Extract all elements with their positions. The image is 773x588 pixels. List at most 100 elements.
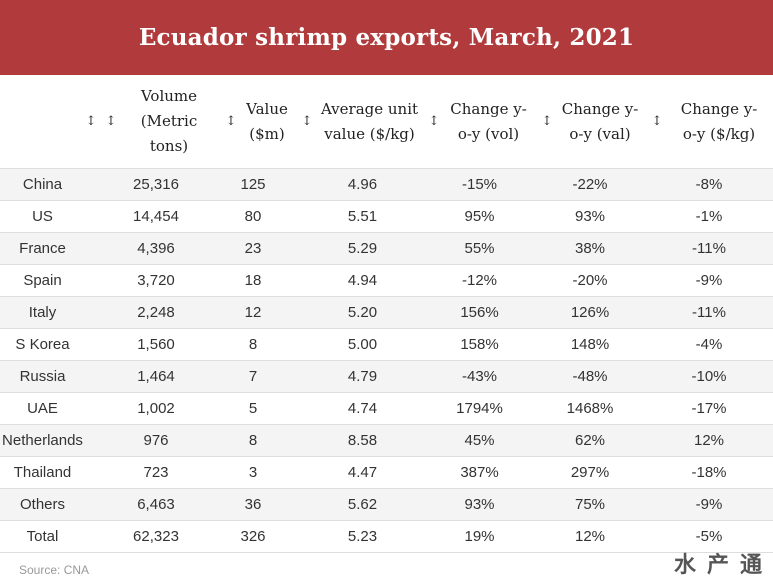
column-header-label: Change y-o-y (vol) (450, 99, 527, 143)
table-row: US 14,454 80 5.51 95% 93% -1% (0, 200, 773, 233)
table-row: UAE 1,002 5 4.74 1794% 1468% -17% (0, 392, 773, 425)
column-header-chg_vol[interactable]: ↕ Change y-o-y (vol) (424, 75, 535, 169)
column-header-label: Average unit value ($/kg) (320, 99, 419, 143)
cell-country: Italy (0, 296, 99, 329)
sort-updown-icon[interactable]: ↕ (428, 114, 440, 129)
cell-unit: 4.96 (295, 168, 424, 201)
cell-unit: 5.00 (295, 328, 424, 361)
cell-country: China (0, 168, 99, 201)
column-header-country[interactable]: ↕ (0, 75, 99, 169)
cell-volume: 3,720 (99, 264, 219, 297)
column-header-value[interactable]: ↕ Value ($m) (219, 75, 295, 169)
cell-volume: 6,463 (99, 488, 219, 521)
shrimp-exports-table: ↕ ↕ Volume (Metric tons) ↕ Value ($m) ↕ Average u… (0, 75, 773, 553)
cell-volume: 1,002 (99, 392, 219, 425)
cell-value: 7 (219, 360, 295, 393)
cell-country: Total (0, 520, 99, 553)
table-row: Italy 2,248 12 5.20 156% 126% -11% (0, 296, 773, 329)
column-header-label: Change y-o-y ($/kg) (680, 99, 758, 143)
cell-chg_kg: -1% (645, 200, 773, 233)
cell-country: UAE (0, 392, 99, 425)
cell-country: Others (0, 488, 99, 521)
table-title: Ecuador shrimp exports, March, 2021 (138, 24, 635, 51)
column-header-chg_kg[interactable]: ↕ Change y-o-y ($/kg) (645, 75, 773, 169)
title-bar: Ecuador shrimp exports, March, 2021 (0, 0, 773, 75)
source-note: Source: CNA (19, 563, 90, 577)
column-header-chg_val[interactable]: ↕ Change y-o-y (val) (535, 75, 645, 169)
table-row: Others 6,463 36 5.62 93% 75% -9% (0, 488, 773, 521)
cell-value: 5 (219, 392, 295, 425)
sort-updown-icon[interactable]: ↕ (301, 114, 313, 129)
cell-unit: 4.94 (295, 264, 424, 297)
cell-volume: 2,248 (99, 296, 219, 329)
column-header-label: Value ($m) (246, 99, 288, 143)
cell-chg_kg: -17% (645, 392, 773, 425)
cell-volume: 25,316 (99, 168, 219, 201)
watermark-glyph: 产 (706, 553, 729, 578)
sort-updown-icon[interactable]: ↕ (105, 114, 117, 129)
cell-chg_val: -22% (535, 168, 645, 201)
cell-chg_kg: -11% (645, 232, 773, 265)
sort-updown-icon[interactable]: ↕ (541, 114, 553, 129)
cell-chg_vol: 387% (424, 456, 535, 489)
cell-unit: 4.47 (295, 456, 424, 489)
watermark-glyph: 通 (739, 553, 762, 578)
cell-chg_val: 75% (535, 488, 645, 521)
cell-volume: 1,560 (99, 328, 219, 361)
sort-updown-icon[interactable]: ↕ (85, 114, 97, 129)
cell-chg_vol: 45% (424, 424, 535, 457)
header-row: ↕ ↕ Volume (Metric tons) ↕ Value ($m) ↕ Average u… (0, 75, 773, 169)
table-row: Thailand 723 3 4.47 387% 297% -18% (0, 456, 773, 489)
cell-unit: 5.51 (295, 200, 424, 233)
cell-unit: 4.79 (295, 360, 424, 393)
cell-volume: 1,464 (99, 360, 219, 393)
table-body: China 25,316 125 4.96 -15% -22% -8% US 14,454 80 5… (0, 168, 773, 553)
cell-chg_vol: 93% (424, 488, 535, 521)
column-header-volume[interactable]: ↕ Volume (Metric tons) (99, 75, 219, 169)
cell-value: 326 (219, 520, 295, 553)
cell-chg_kg: -4% (645, 328, 773, 361)
cell-value: 80 (219, 200, 295, 233)
cell-chg_val: -48% (535, 360, 645, 393)
cell-chg_val: 38% (535, 232, 645, 265)
cell-value: 8 (219, 424, 295, 457)
cell-country: Russia (0, 360, 99, 393)
cell-chg_val: 93% (535, 200, 645, 233)
cell-chg_val: -20% (535, 264, 645, 297)
cell-unit: 5.62 (295, 488, 424, 521)
cell-volume: 976 (99, 424, 219, 457)
watermark-glyph: 水 (674, 553, 697, 578)
table-row: Russia 1,464 7 4.79 -43% -48% -10% (0, 360, 773, 393)
cell-value: 3 (219, 456, 295, 489)
cell-chg_kg: -18% (645, 456, 773, 489)
cell-chg_kg: -9% (645, 264, 773, 297)
cell-chg_vol: 55% (424, 232, 535, 265)
cell-value: 125 (219, 168, 295, 201)
column-header-unit[interactable]: ↕ Average unit value ($/kg) (295, 75, 424, 169)
cell-chg_vol: 1794% (424, 392, 535, 425)
cell-volume: 4,396 (99, 232, 219, 265)
cell-chg_val: 12% (535, 520, 645, 553)
sort-updown-icon[interactable]: ↕ (651, 114, 663, 129)
column-header-label: Change y-o-y (val) (561, 99, 639, 143)
table-row: Spain 3,720 18 4.94 -12% -20% -9% (0, 264, 773, 297)
cell-country: France (0, 232, 99, 265)
sort-updown-icon[interactable]: ↕ (225, 114, 237, 129)
table-row: Total 62,323 326 5.23 19% 12% -5% (0, 520, 773, 553)
cell-country: S Korea (0, 328, 99, 361)
cell-unit: 8.58 (295, 424, 424, 457)
cell-unit: 5.29 (295, 232, 424, 265)
cell-chg_val: 62% (535, 424, 645, 457)
cell-chg_kg: 12% (645, 424, 773, 457)
cell-chg_vol: 19% (424, 520, 535, 553)
cell-country: Thailand (0, 456, 99, 489)
cell-country: Spain (0, 264, 99, 297)
cell-country: US (0, 200, 99, 233)
cell-unit: 5.23 (295, 520, 424, 553)
table-row: Netherlands 976 8 8.58 45% 62% 12% (0, 424, 773, 457)
cell-volume: 723 (99, 456, 219, 489)
cell-value: 23 (219, 232, 295, 265)
cell-chg_vol: -15% (424, 168, 535, 201)
cell-unit: 5.20 (295, 296, 424, 329)
cell-volume: 14,454 (99, 200, 219, 233)
